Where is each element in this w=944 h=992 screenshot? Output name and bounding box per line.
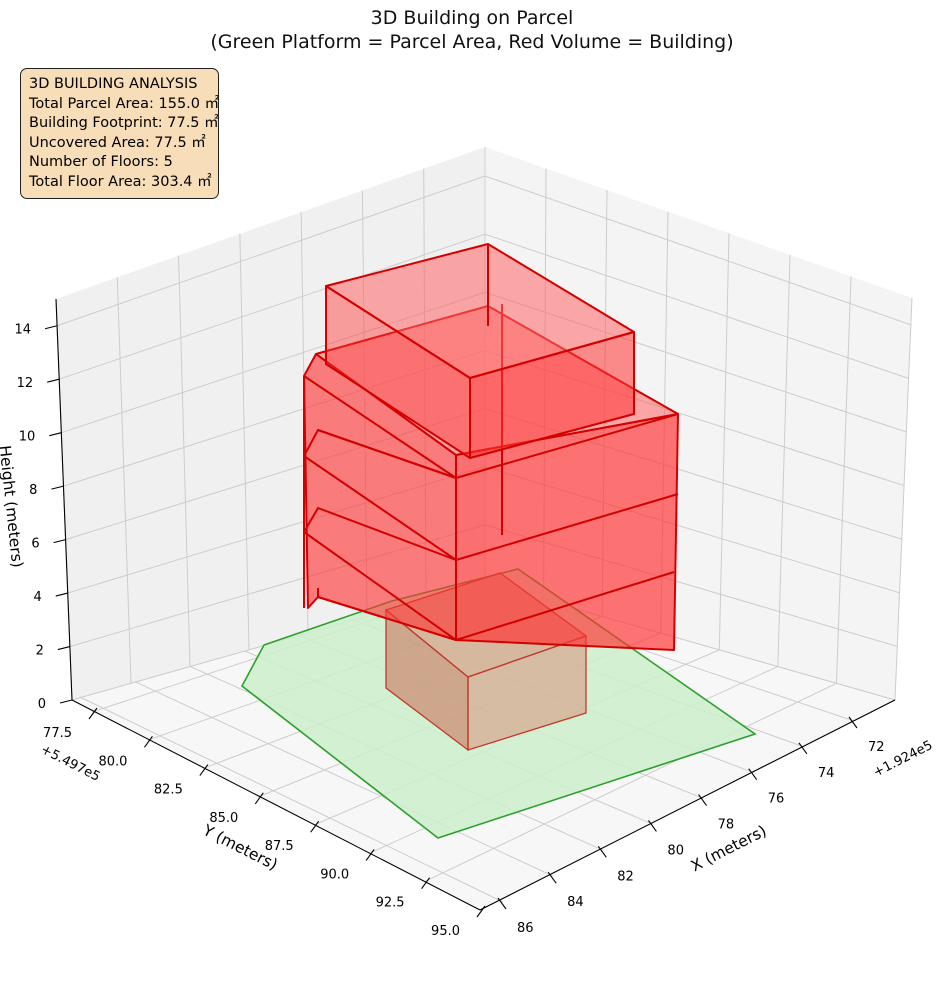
x-tick-label: 82 [617,869,634,884]
x-tick-mark [497,897,507,910]
x-axis-ticks: 72 74 76 78 80 82 84 86 [497,716,885,936]
x-wall-grid-line [835,276,852,684]
z-tick-mark [53,539,66,544]
y-wall-grid-line [116,277,132,684]
x-tick-mark [848,716,858,729]
z-tick-label: 12 [17,376,34,391]
y-tick-label: 92.5 [376,896,405,911]
info-box-line: Building Footprint: 77.5 ㎡ [29,115,219,131]
info-box-line: Total Parcel Area: 155.0 ㎡ [29,95,220,112]
x-tick-mark [798,742,808,755]
z-tick-label: 0 [38,697,46,712]
y-tick-label: 82.5 [154,783,183,798]
y-tick-mark [421,877,431,890]
x-wall-grid-line [894,297,913,701]
y-tick-mark [143,735,153,748]
x-tick-label: 78 [718,818,735,833]
z-tick-label: 4 [33,590,41,605]
x-tick-mark [597,845,607,858]
info-box-heading: 3D BUILDING ANALYSIS [29,76,198,92]
y-tick-mark [88,707,98,720]
z-axis-ticks: 0 2 4 6 8 10 12 14 [15,323,73,712]
z-tick-mark [57,645,71,651]
y-tick-label: 90.0 [320,867,349,882]
y-axis-ticks: 77.5 80.0 82.5 85.0 87.5 90.0 92.5 95.0 [43,707,486,939]
y-tick-label: 95.0 [431,924,460,939]
x-wall-grid-line [718,233,730,650]
y-tick-mark [199,764,209,776]
z-tick-label: 6 [31,537,39,552]
x-grid-line [134,681,554,877]
x-tick-label: 72 [868,740,885,755]
z-tick-label: 2 [36,644,44,659]
y-tick-label: 77.5 [43,726,72,741]
z-tick-mark [44,325,58,330]
x-tick-mark [547,871,557,884]
z-axis-label: Height (meters) [0,444,26,568]
z-tick-mark [49,432,62,437]
analysis-info-box: 3D BUILDING ANALYSIS Total Parcel Area: … [20,68,219,199]
y-tick-label: 87.5 [265,839,294,854]
x-tick-label: 76 [768,792,785,807]
x-tick-label: 80 [667,843,684,858]
y-tick-mark [310,820,320,833]
info-box-line: Total Floor Area: 303.4 ㎡ [29,173,212,190]
info-box-line: Number of Floors: 5 [29,154,173,170]
z-tick-label: 10 [19,430,36,445]
y-wall-grid-line [239,233,250,650]
y-wall-grid-line [178,255,191,667]
y-tick-label: 85.0 [209,811,238,826]
x-wall-grid-line [777,254,791,667]
z-tick-mark [47,378,60,383]
info-box-line: Uncovered Area: 77.5 ㎡ [29,134,206,151]
axis-lines [55,298,896,911]
chart-title: 3D Building on Parcel [370,7,574,29]
y-offset-label: +5.497e5 [38,742,102,785]
z-tick-mark [55,592,68,597]
x-tick-mark [748,768,758,781]
y-tick-mark [476,905,486,918]
z-tick-mark [51,485,64,490]
x-tick-mark [647,820,657,832]
chart-subtitle: (Green Platform = Parcel Area, Red Volum… [210,31,734,53]
x-tick-label: 84 [567,895,584,910]
x-tick-mark [698,794,708,806]
z-tick-mark [59,699,73,704]
x-grid-line [79,696,504,903]
y-tick-mark [254,792,264,805]
z-tick-label: 14 [15,323,32,338]
x-tick-label: 86 [517,921,534,936]
y-tick-mark [365,849,375,861]
z-tick-label: 8 [29,483,37,498]
y-tick-label: 80.0 [98,754,127,769]
main-building-volume [303,243,679,651]
x-tick-label: 74 [818,766,835,781]
